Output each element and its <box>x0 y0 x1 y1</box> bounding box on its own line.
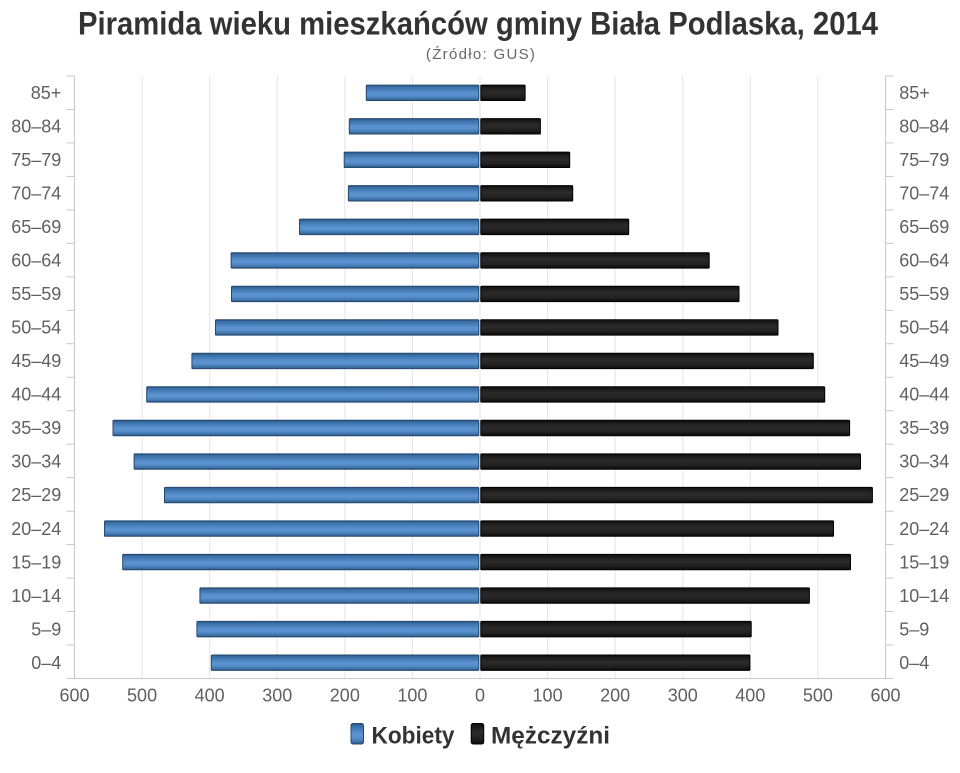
svg-text:20–24: 20–24 <box>11 519 61 539</box>
svg-text:30–34: 30–34 <box>11 452 61 472</box>
svg-text:70–74: 70–74 <box>11 184 61 204</box>
svg-text:75–79: 75–79 <box>11 150 61 170</box>
svg-text:20–24: 20–24 <box>899 519 949 539</box>
svg-text:0: 0 <box>475 686 485 706</box>
svg-text:(Źródło: GUS): (Źródło: GUS) <box>426 46 535 63</box>
svg-text:80–84: 80–84 <box>11 117 61 137</box>
svg-text:100: 100 <box>397 686 427 706</box>
svg-text:55–59: 55–59 <box>11 284 61 304</box>
svg-text:80–84: 80–84 <box>899 117 949 137</box>
svg-text:55–59: 55–59 <box>899 284 949 304</box>
svg-text:25–29: 25–29 <box>11 485 61 505</box>
svg-text:500: 500 <box>127 686 157 706</box>
svg-text:300: 300 <box>668 686 698 706</box>
svg-text:45–49: 45–49 <box>899 351 949 371</box>
svg-text:30–34: 30–34 <box>899 452 949 472</box>
svg-text:5–9: 5–9 <box>899 619 929 639</box>
svg-text:200: 200 <box>600 686 630 706</box>
svg-text:25–29: 25–29 <box>899 485 949 505</box>
svg-text:400: 400 <box>195 686 225 706</box>
svg-text:40–44: 40–44 <box>899 385 949 405</box>
svg-text:500: 500 <box>803 686 833 706</box>
svg-text:Kobiety: Kobiety <box>372 723 456 750</box>
svg-text:10–14: 10–14 <box>899 586 949 606</box>
svg-text:600: 600 <box>870 686 900 706</box>
svg-text:600: 600 <box>59 686 89 706</box>
svg-text:50–54: 50–54 <box>11 318 61 338</box>
svg-text:60–64: 60–64 <box>899 251 949 271</box>
svg-text:200: 200 <box>330 686 360 706</box>
svg-text:15–19: 15–19 <box>899 552 949 572</box>
svg-text:85+: 85+ <box>899 83 930 103</box>
svg-text:45–49: 45–49 <box>11 351 61 371</box>
svg-text:65–69: 65–69 <box>11 217 61 237</box>
svg-text:400: 400 <box>735 686 765 706</box>
svg-text:300: 300 <box>262 686 292 706</box>
svg-text:60–64: 60–64 <box>11 251 61 271</box>
svg-text:40–44: 40–44 <box>11 385 61 405</box>
svg-text:65–69: 65–69 <box>899 217 949 237</box>
svg-text:75–79: 75–79 <box>899 150 949 170</box>
svg-text:50–54: 50–54 <box>899 318 949 338</box>
svg-text:0–4: 0–4 <box>31 653 61 673</box>
svg-text:15–19: 15–19 <box>11 552 61 572</box>
svg-text:10–14: 10–14 <box>11 586 61 606</box>
svg-text:Mężczyźni: Mężczyźni <box>491 723 610 750</box>
svg-text:5–9: 5–9 <box>31 619 61 639</box>
svg-text:85+: 85+ <box>31 83 62 103</box>
svg-text:Piramida wieku mieszkańców gmi: Piramida wieku mieszkańców gminy Biała P… <box>78 6 878 42</box>
svg-text:35–39: 35–39 <box>11 418 61 438</box>
svg-text:35–39: 35–39 <box>899 418 949 438</box>
svg-text:100: 100 <box>533 686 563 706</box>
svg-text:0–4: 0–4 <box>899 653 929 673</box>
svg-text:70–74: 70–74 <box>899 184 949 204</box>
